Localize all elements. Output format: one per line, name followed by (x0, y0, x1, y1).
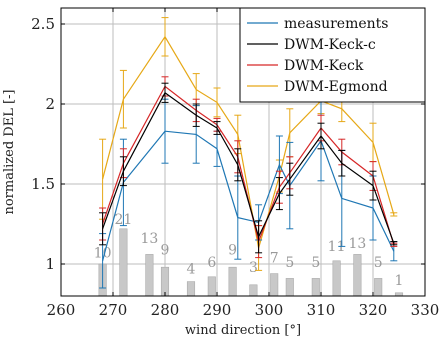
x-tick-label: 290 (203, 301, 232, 319)
count-bar (285, 278, 294, 297)
count-label: 4 (187, 262, 196, 278)
count-label: 9 (228, 242, 237, 258)
y-tick-label: 1 (45, 255, 55, 273)
x-tick-label: 260 (47, 301, 76, 319)
y-tick-label: 2 (45, 95, 55, 113)
count-bar (374, 278, 383, 297)
count-label: 1 (395, 273, 404, 289)
count-label: 13 (348, 236, 366, 252)
count-bar (270, 273, 279, 297)
count-label: 13 (140, 231, 158, 247)
count-bar (332, 260, 341, 297)
count-label: 7 (270, 250, 279, 266)
count-bar (145, 254, 154, 297)
count-label: 3 (249, 260, 258, 276)
count-label: 9 (161, 242, 170, 258)
x-tick-label: 320 (359, 301, 388, 319)
legend-label: DWM-Keck (284, 58, 364, 74)
count-bar (207, 276, 216, 297)
count-label: 5 (285, 255, 294, 271)
count-bar (311, 278, 320, 297)
count-label: 5 (374, 255, 383, 271)
series-line-2 (102, 85, 395, 245)
x-tick-label: 300 (255, 301, 284, 319)
count-bar (186, 281, 196, 297)
legend-label: DWM-Keck-c (284, 37, 376, 53)
x-tick-label: 270 (99, 301, 128, 319)
y-tick-label: 2.5 (31, 15, 55, 33)
x-tick-label: 330 (411, 301, 440, 319)
count-bar (249, 284, 258, 297)
y-axis-label: normalized DEL [-] (2, 89, 17, 214)
legend-label: DWM-Egmond (284, 79, 388, 95)
count-bar (119, 228, 128, 297)
count-label: 11 (328, 239, 346, 255)
count-bar (160, 266, 170, 297)
legend-box (239, 7, 426, 103)
count-label: 6 (207, 255, 216, 271)
count-bar (353, 254, 362, 297)
count-bar (228, 266, 237, 297)
y-tick-label: 1.5 (31, 175, 55, 193)
legend-label: measurements (284, 16, 388, 32)
x-tick-label: 310 (307, 301, 336, 319)
x-tick-label: 280 (151, 301, 180, 319)
series-line-1 (102, 91, 395, 244)
x-axis-label: wind direction [°] (185, 323, 301, 338)
count-label: 5 (311, 255, 320, 271)
